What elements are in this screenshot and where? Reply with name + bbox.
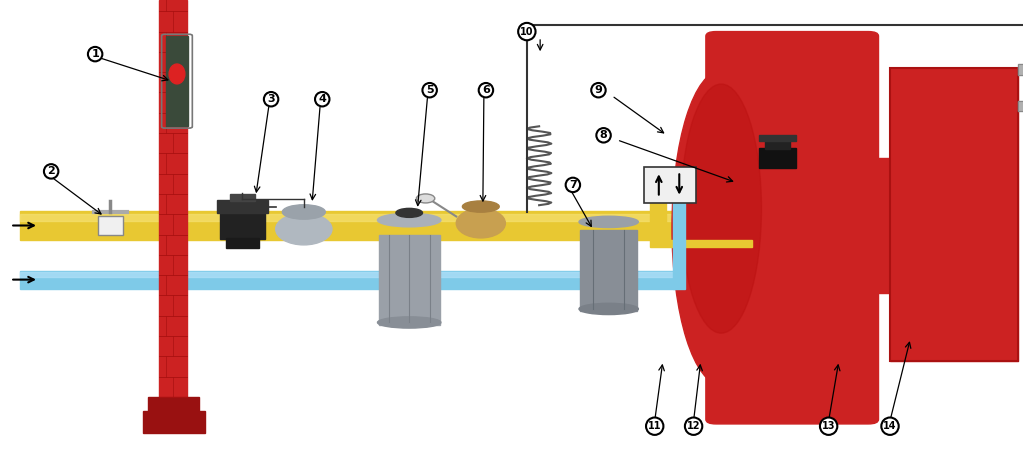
Ellipse shape xyxy=(282,205,325,219)
Text: 7: 7 xyxy=(569,180,577,190)
Bar xyxy=(98,216,123,235)
Bar xyxy=(217,200,268,213)
Bar xyxy=(765,141,790,149)
Text: 5: 5 xyxy=(426,85,434,95)
Text: 3: 3 xyxy=(267,94,275,104)
Bar xyxy=(644,167,696,203)
Bar xyxy=(580,230,637,311)
Text: 11: 11 xyxy=(648,421,662,431)
Text: 14: 14 xyxy=(883,421,897,431)
Bar xyxy=(20,272,767,277)
Ellipse shape xyxy=(275,213,331,245)
FancyBboxPatch shape xyxy=(706,32,879,424)
Text: 13: 13 xyxy=(821,421,836,431)
Bar xyxy=(166,36,188,126)
Bar xyxy=(20,214,716,221)
Text: 12: 12 xyxy=(686,421,701,431)
Bar xyxy=(20,271,767,289)
Text: 9: 9 xyxy=(594,85,603,95)
Ellipse shape xyxy=(579,216,638,227)
Ellipse shape xyxy=(681,84,761,333)
Ellipse shape xyxy=(169,64,185,84)
Ellipse shape xyxy=(396,208,422,217)
Bar xyxy=(759,148,796,168)
Bar xyxy=(20,211,716,240)
Text: 4: 4 xyxy=(318,94,326,104)
Ellipse shape xyxy=(456,208,505,238)
Bar xyxy=(1018,101,1023,111)
Text: 6: 6 xyxy=(482,85,490,95)
Ellipse shape xyxy=(672,70,770,385)
Ellipse shape xyxy=(416,194,435,203)
Ellipse shape xyxy=(377,317,441,328)
Bar xyxy=(890,68,1018,361)
Bar xyxy=(859,158,890,293)
Bar xyxy=(890,68,1018,361)
Text: 8: 8 xyxy=(599,130,608,140)
Ellipse shape xyxy=(462,201,499,212)
Bar xyxy=(673,201,685,289)
Bar xyxy=(220,212,265,239)
Bar xyxy=(226,238,259,248)
Bar xyxy=(650,240,752,247)
Bar xyxy=(230,194,255,201)
Bar xyxy=(159,0,187,397)
Ellipse shape xyxy=(377,213,441,227)
Bar xyxy=(650,201,666,240)
Bar xyxy=(1018,101,1023,111)
Bar xyxy=(143,411,205,433)
Bar xyxy=(1018,64,1023,75)
Text: 1: 1 xyxy=(91,49,99,59)
Text: 10: 10 xyxy=(520,27,534,37)
Ellipse shape xyxy=(579,304,638,315)
Bar xyxy=(759,135,796,141)
Bar xyxy=(148,397,199,411)
Bar xyxy=(379,235,440,325)
Text: 2: 2 xyxy=(47,166,55,176)
Bar xyxy=(1018,64,1023,75)
